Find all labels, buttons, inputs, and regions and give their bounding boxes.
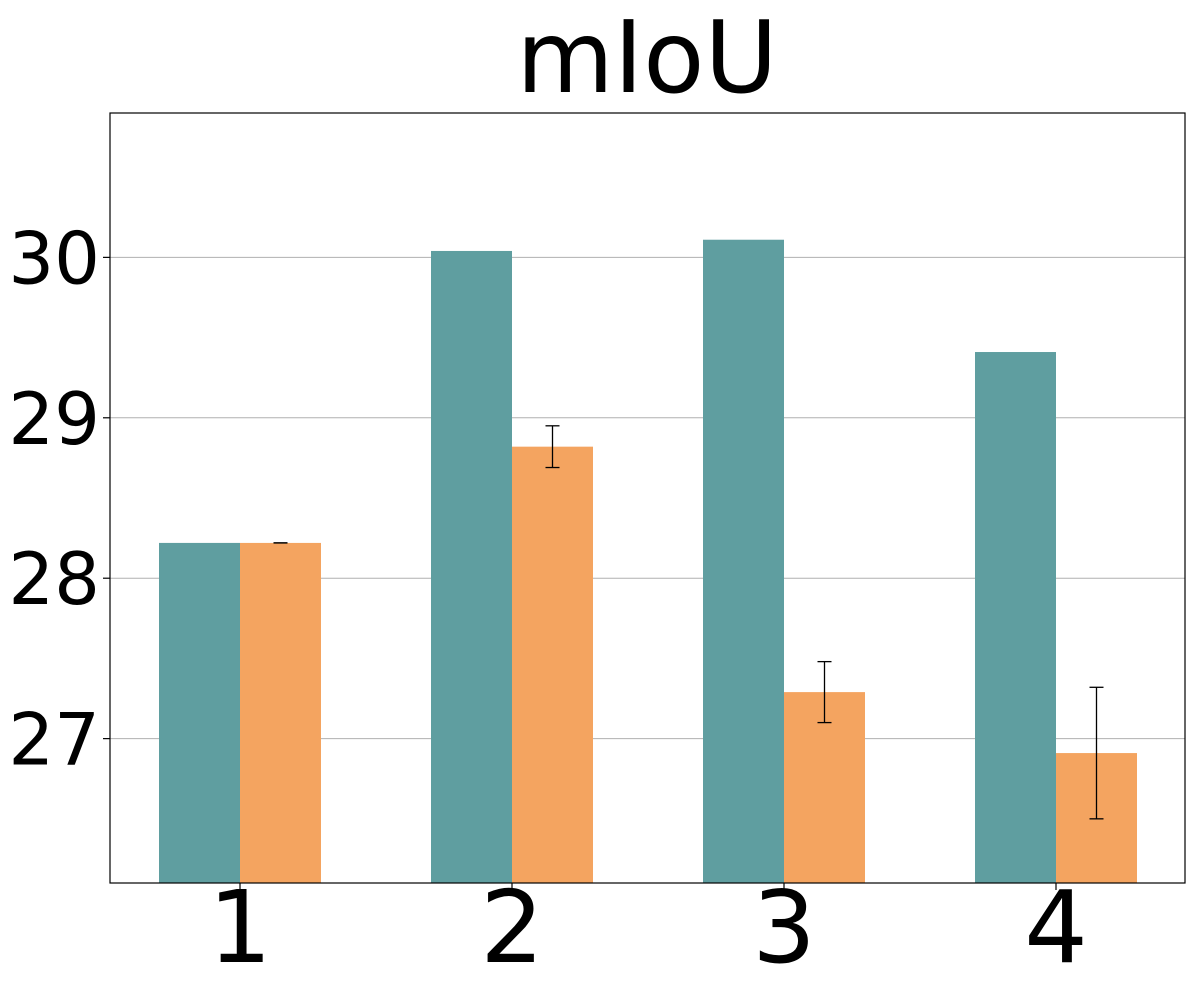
bar-3-series-1 — [703, 239, 784, 883]
x-tick-label: 3 — [752, 869, 816, 986]
x-tick-label: 4 — [1024, 869, 1088, 986]
y-tick-label: 30 — [8, 216, 100, 300]
bar-4-series-1 — [975, 352, 1056, 883]
bar-2-series-2 — [512, 446, 593, 883]
bar-3-series-2 — [784, 692, 865, 883]
error-bars — [273, 425, 1104, 820]
bar-1-series-1 — [159, 542, 240, 883]
bar-1-series-2 — [240, 542, 321, 883]
plot-frame — [109, 112, 1186, 884]
y-tick-label: 29 — [8, 377, 100, 461]
chart-title: mIoU — [516, 0, 777, 116]
bar-2-series-1 — [431, 250, 512, 884]
bars — [159, 239, 1137, 884]
error-bar-2 — [545, 425, 560, 469]
error-bar-4 — [1089, 686, 1104, 820]
y-tick-label: 28 — [8, 537, 100, 621]
y-axis-ticks: 27 28 29 30 — [8, 216, 110, 782]
x-tick-label: 2 — [480, 869, 544, 986]
y-tick-label: 27 — [8, 698, 100, 782]
x-axis-ticks: 1 2 3 4 — [208, 869, 1088, 986]
error-bar-3 — [817, 660, 832, 724]
x-tick-label: 1 — [208, 869, 272, 986]
